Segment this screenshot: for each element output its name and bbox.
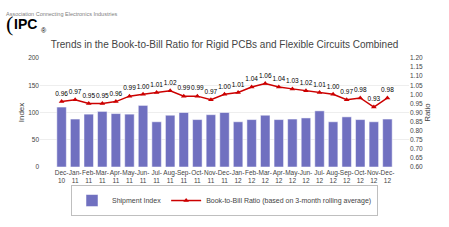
svg-text:®: ® xyxy=(41,27,47,34)
svg-text:Jun-11: Jun-11 xyxy=(137,169,150,184)
svg-text:0.97: 0.97 xyxy=(69,88,82,95)
svg-text:Apr-12: Apr-12 xyxy=(273,169,285,184)
svg-text:IPC: IPC xyxy=(14,16,37,32)
svg-text:Index: Index xyxy=(17,103,26,123)
svg-text:1.02: 1.02 xyxy=(164,79,177,86)
svg-text:0.70: 0.70 xyxy=(410,145,423,152)
svg-text:0.98: 0.98 xyxy=(354,86,367,93)
svg-text:0.60: 0.60 xyxy=(410,163,423,170)
svg-text:0.95: 0.95 xyxy=(82,92,95,99)
svg-text:Apr-11: Apr-11 xyxy=(110,169,122,184)
svg-text:0.90: 0.90 xyxy=(410,109,423,116)
svg-text:0.85: 0.85 xyxy=(410,118,423,125)
svg-text:Oct-12: Oct-12 xyxy=(354,169,366,184)
svg-text:Jun-12: Jun-12 xyxy=(300,169,313,184)
svg-text:Jul-12: Jul-12 xyxy=(314,169,324,184)
svg-text:Shipment Index: Shipment Index xyxy=(112,197,161,205)
svg-text:Association Connecting Electro: Association Connecting Electronics Indus… xyxy=(6,11,118,17)
svg-text:0.98: 0.98 xyxy=(381,86,394,93)
svg-text:0.75: 0.75 xyxy=(410,136,423,143)
svg-text:0.93: 0.93 xyxy=(368,95,381,102)
svg-text:Aug-11: Aug-11 xyxy=(163,169,177,184)
svg-text:(: ( xyxy=(6,11,13,36)
svg-text:Oct-11: Oct-11 xyxy=(191,169,203,184)
svg-text:Trends in the Book-to-Bill Rat: Trends in the Book-to-Bill Ratio for Rig… xyxy=(51,39,399,50)
svg-text:0.65: 0.65 xyxy=(410,154,423,161)
svg-text:1.01: 1.01 xyxy=(232,81,245,88)
svg-text:May-12: May-12 xyxy=(285,169,299,184)
svg-text:1.01: 1.01 xyxy=(150,81,163,88)
svg-text:1.03: 1.03 xyxy=(286,77,299,84)
svg-text:1.15: 1.15 xyxy=(410,63,423,70)
svg-text:Book-to-Bill Ratio (based on 3: Book-to-Bill Ratio (based on 3-month rol… xyxy=(206,197,371,205)
svg-text:0.95: 0.95 xyxy=(410,100,423,107)
svg-text:Sep-12: Sep-12 xyxy=(340,169,354,184)
svg-text:Dec-11: Dec-11 xyxy=(218,169,232,184)
svg-text:1.04: 1.04 xyxy=(245,75,258,82)
svg-text:Nov-11: Nov-11 xyxy=(204,169,218,184)
svg-text:Jan-11: Jan-11 xyxy=(69,169,82,184)
svg-text:1.06: 1.06 xyxy=(259,72,272,79)
svg-text:50: 50 xyxy=(32,136,40,143)
svg-text:150: 150 xyxy=(28,82,39,89)
svg-text:1.00: 1.00 xyxy=(410,91,423,98)
svg-text:1.00: 1.00 xyxy=(327,83,340,90)
svg-text:0.97: 0.97 xyxy=(340,88,353,95)
svg-text:0.99: 0.99 xyxy=(123,84,136,91)
svg-text:1.02: 1.02 xyxy=(300,79,313,86)
svg-text:Nov-12: Nov-12 xyxy=(367,169,381,184)
svg-text:0.99: 0.99 xyxy=(177,84,190,91)
svg-text:1.01: 1.01 xyxy=(313,81,326,88)
svg-text:Jul-11: Jul-11 xyxy=(151,169,161,184)
svg-text:Ratio: Ratio xyxy=(423,103,432,122)
svg-text:1.20: 1.20 xyxy=(410,54,423,61)
svg-text:Sep-11: Sep-11 xyxy=(177,169,191,184)
svg-text:1.04: 1.04 xyxy=(272,75,285,82)
svg-text:1.00: 1.00 xyxy=(218,83,231,90)
svg-text:Aug-12: Aug-12 xyxy=(326,169,340,184)
svg-text:Mar-11: Mar-11 xyxy=(96,169,109,184)
svg-text:0.96: 0.96 xyxy=(110,90,123,97)
svg-text:Dec-12: Dec-12 xyxy=(381,169,395,184)
svg-text:Jan-12: Jan-12 xyxy=(232,169,245,184)
svg-text:1.10: 1.10 xyxy=(410,72,423,79)
svg-text:0.95: 0.95 xyxy=(96,92,109,99)
svg-text:100: 100 xyxy=(28,109,39,116)
svg-text:0.96: 0.96 xyxy=(55,90,68,97)
svg-text:May-11: May-11 xyxy=(122,169,136,184)
svg-text:200: 200 xyxy=(28,54,39,61)
svg-text:Mar-12: Mar-12 xyxy=(259,169,272,184)
svg-text:1.00: 1.00 xyxy=(137,83,150,90)
svg-text:0.80: 0.80 xyxy=(410,127,423,134)
svg-text:0.97: 0.97 xyxy=(205,88,218,95)
svg-text:Dec-10: Dec-10 xyxy=(55,169,69,184)
svg-text:0.99: 0.99 xyxy=(191,84,204,91)
svg-text:Feb-11: Feb-11 xyxy=(82,169,95,184)
svg-text:0: 0 xyxy=(35,163,39,170)
svg-text:Feb-12: Feb-12 xyxy=(245,169,258,184)
svg-text:1.05: 1.05 xyxy=(410,82,423,89)
